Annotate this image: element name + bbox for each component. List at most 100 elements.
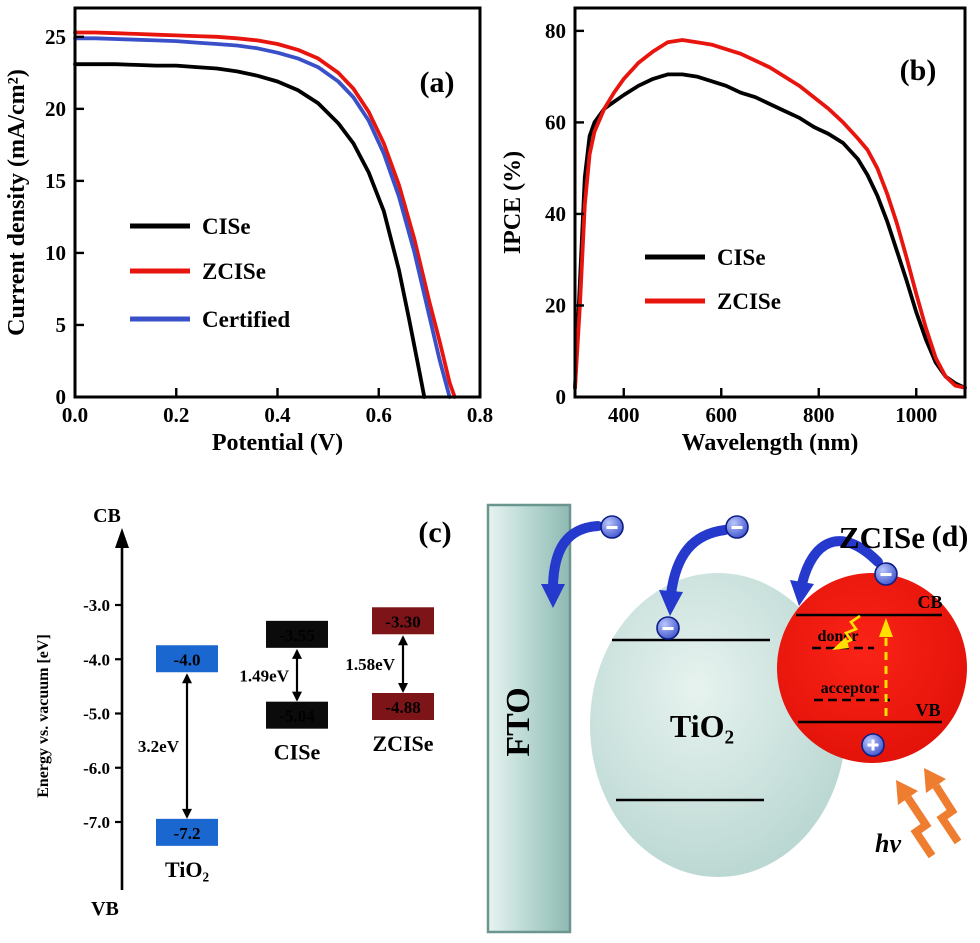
y-tick-label: 0	[56, 385, 67, 409]
plot-frame	[573, 6, 967, 399]
y-tick-label: 60	[545, 110, 566, 134]
energy-tick-label: -7.0	[83, 813, 110, 832]
electron-icon	[724, 514, 750, 540]
y-tick-label: 20	[45, 97, 66, 121]
ipce-chart-svg: 400 600 800 1000 0 20 40 60 80 Wavelength (nm) IPC…	[500, 6, 967, 456]
energy-tick-label: -5.0	[83, 705, 110, 724]
bandgap-label-2: 1.58eV	[345, 655, 395, 674]
arrowhead-injection	[790, 580, 814, 606]
panel-schematic: FTO TiO₂ CB VB donor acceptor	[480, 490, 980, 943]
legend-label-0: CISe	[202, 214, 251, 239]
cb-box-2	[372, 607, 434, 635]
material-label-0: TiO₂	[165, 857, 210, 882]
series-line-1	[73, 30, 457, 399]
legend-label-2: Certified	[202, 307, 290, 332]
material-label-2: ZCISe	[372, 731, 433, 756]
legend-label-0: CISe	[717, 245, 766, 270]
y-tick-label: 15	[45, 169, 66, 193]
panel-tag: (a)	[420, 66, 455, 99]
vb-value-0: -7.2	[174, 824, 201, 843]
series-line-0	[573, 72, 967, 390]
cb-value-0: -4.0	[174, 650, 201, 669]
panel-jv-chart: 0.0 0.2 0.4 0.6 0.8 0 5 10 15 20 25 Potential (V) Cu…	[0, 0, 500, 485]
zcise-label: ZCISe	[839, 520, 925, 555]
series-line-0	[73, 62, 427, 399]
vb-box-1	[266, 701, 328, 729]
panel-ipce-chart: 400 600 800 1000 0 20 40 60 80 Wavelength (nm) IPC…	[480, 0, 980, 485]
cb-value-1: -3.55	[279, 626, 314, 645]
zcise-particle	[777, 573, 967, 763]
acceptor-label: acceptor	[821, 680, 880, 697]
bandgap-label-0: 3.2eV	[138, 737, 180, 756]
zcise-vb-label: VB	[915, 700, 940, 720]
bandgap-arrowhead	[292, 648, 302, 659]
x-tick-label: 1000	[895, 403, 937, 427]
series-line-1	[573, 38, 967, 390]
photon-bolt-icon	[904, 795, 936, 859]
energy-tick-label: -4.0	[83, 650, 110, 669]
y-tick-label: 80	[545, 19, 566, 43]
energy-tick-label: -6.0	[83, 759, 110, 778]
electron-icon	[655, 615, 681, 641]
energy-tick-label: -3.0	[83, 596, 110, 615]
relaxation-arrowhead	[832, 637, 849, 650]
panel-energy-diagram: CB VB Energy vs. vacuum [eV] -3.0 -4.0 -5.0 -6…	[0, 490, 490, 943]
vb-value-2: -4.88	[385, 698, 420, 717]
photon-bolt-tip	[924, 768, 946, 793]
x-tick-label: 0.4	[264, 403, 291, 427]
jv-chart-svg: 0.0 0.2 0.4 0.6 0.8 0 5 10 15 20 25 Potential (V) Cu…	[4, 6, 493, 456]
photon-label: hv	[875, 829, 901, 858]
vb-box-2	[372, 692, 434, 720]
x-tick-label: 0.6	[366, 403, 392, 427]
relaxation-squiggle-arrow	[841, 614, 861, 646]
x-axis-label: Potential (V)	[212, 430, 343, 456]
legend-label-1: ZCISe	[202, 259, 266, 284]
energy-axis-arrowhead	[115, 528, 129, 548]
schematic-svg: FTO TiO₂ CB VB donor acceptor	[486, 503, 969, 934]
excitation-arrowhead	[879, 618, 893, 637]
panel-tag: (b)	[900, 54, 937, 87]
series-line-2	[73, 36, 452, 399]
y-tick-label: 0	[556, 385, 567, 409]
electron-icon	[873, 561, 899, 587]
bandgap-arrowhead	[292, 691, 302, 702]
y-tick-label: 40	[545, 202, 566, 226]
bandgap-arrowhead	[398, 635, 408, 646]
y-tick-label: 25	[45, 25, 66, 49]
y-tick-label: 10	[45, 241, 66, 265]
energy-diagram-svg: CB VB Energy vs. vacuum [eV] -3.0 -4.0 -5.0 -6…	[35, 505, 452, 920]
bandgap-arrowhead	[182, 808, 192, 819]
x-tick-label: 0.0	[62, 403, 88, 427]
bandgap-arrowhead	[398, 682, 408, 693]
electron-injection-arrow	[797, 536, 883, 589]
bandgap-arrowhead	[182, 673, 192, 684]
vb-value-1: -5.04	[279, 707, 315, 726]
photon-bolt-icon	[932, 783, 962, 845]
x-axis-label: Wavelength (nm)	[682, 430, 859, 456]
electron-icon	[599, 514, 625, 540]
y-tick-label: 5	[56, 313, 67, 337]
y-axis-label: IPCE (%)	[500, 151, 526, 254]
photon-bolt-tip	[896, 780, 918, 805]
y-tick-label: 20	[545, 293, 566, 317]
zcise-cb-label: CB	[917, 592, 942, 612]
legend-label-1: ZCISe	[717, 289, 781, 314]
hole-icon	[860, 732, 886, 758]
electron-transfer-arrow-to-tio2	[666, 525, 730, 599]
x-tick-label: 800	[803, 403, 835, 427]
panel-tag: (d)	[932, 520, 969, 553]
panel-tag: (c)	[418, 516, 451, 549]
arrowhead-to-fto	[541, 584, 565, 608]
y-axis-label: Current density (mA/cm²)	[4, 69, 30, 336]
cb-axis-label: CB	[93, 505, 121, 527]
x-tick-label: 0.2	[163, 403, 189, 427]
cb-box-0	[156, 645, 218, 673]
x-tick-label: 600	[706, 403, 738, 427]
arrowhead-to-tio2	[659, 590, 683, 616]
cb-box-1	[266, 620, 328, 648]
electron-transfer-arrow-to-fto	[548, 521, 603, 591]
material-label-1: CISe	[274, 740, 321, 765]
bandgap-label-1: 1.49eV	[239, 666, 289, 685]
fto-label: FTO	[500, 687, 537, 756]
